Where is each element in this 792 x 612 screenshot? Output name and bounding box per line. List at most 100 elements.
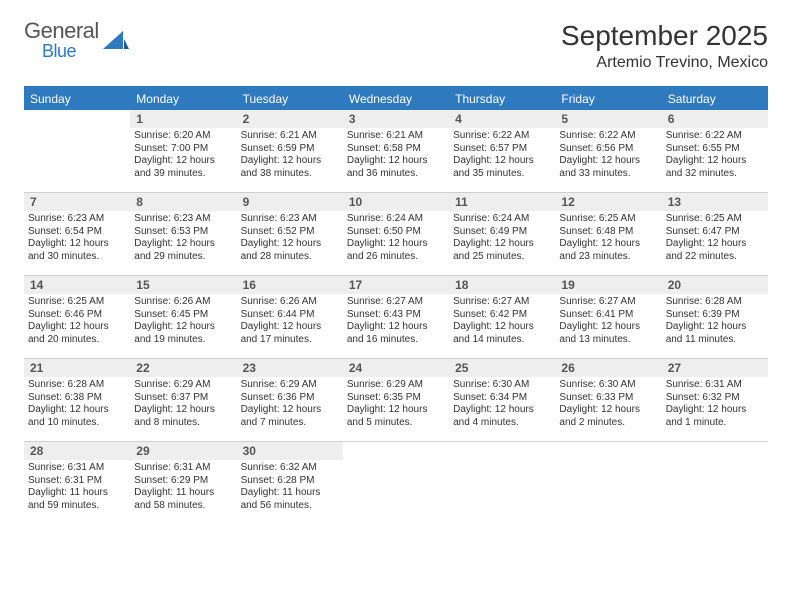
day-number: 28 (24, 442, 130, 460)
daylight-text: Daylight: 12 hours and 38 minutes. (241, 155, 339, 180)
daylight-text: Daylight: 12 hours and 11 minutes. (666, 321, 764, 346)
daylight-text: Daylight: 11 hours and 59 minutes. (28, 487, 126, 512)
dow-thursday: Thursday (449, 88, 555, 110)
daylight-text: Daylight: 12 hours and 16 minutes. (347, 321, 445, 346)
sunrise-text: Sunrise: 6:29 AM (241, 379, 339, 392)
calendar-week: 14Sunrise: 6:25 AMSunset: 6:46 PMDayligh… (24, 275, 768, 358)
daylight-text: Daylight: 12 hours and 23 minutes. (559, 238, 657, 263)
calendar-day: 20Sunrise: 6:28 AMSunset: 6:39 PMDayligh… (662, 276, 768, 358)
day-body: Sunrise: 6:27 AMSunset: 6:41 PMDaylight:… (555, 294, 661, 350)
daylight-text: Daylight: 12 hours and 4 minutes. (453, 404, 551, 429)
sunset-text: Sunset: 6:29 PM (134, 475, 232, 488)
dow-friday: Friday (555, 88, 661, 110)
sunset-text: Sunset: 6:59 PM (241, 143, 339, 156)
calendar-day: 1Sunrise: 6:20 AMSunset: 7:00 PMDaylight… (130, 110, 236, 192)
day-body: Sunrise: 6:23 AMSunset: 6:54 PMDaylight:… (24, 211, 130, 267)
calendar-day: . (555, 442, 661, 524)
sunset-text: Sunset: 6:55 PM (666, 143, 764, 156)
sunrise-text: Sunrise: 6:23 AM (28, 213, 126, 226)
sunrise-text: Sunrise: 6:29 AM (347, 379, 445, 392)
calendar-day: 17Sunrise: 6:27 AMSunset: 6:43 PMDayligh… (343, 276, 449, 358)
calendar-day: 15Sunrise: 6:26 AMSunset: 6:45 PMDayligh… (130, 276, 236, 358)
sunset-text: Sunset: 6:48 PM (559, 226, 657, 239)
sunset-text: Sunset: 6:36 PM (241, 392, 339, 405)
daylight-text: Daylight: 11 hours and 58 minutes. (134, 487, 232, 512)
sunrise-text: Sunrise: 6:24 AM (453, 213, 551, 226)
calendar-day: 13Sunrise: 6:25 AMSunset: 6:47 PMDayligh… (662, 193, 768, 275)
day-number: 23 (237, 359, 343, 377)
sunset-text: Sunset: 7:00 PM (134, 143, 232, 156)
day-number: 11 (449, 193, 555, 211)
calendar-week: .1Sunrise: 6:20 AMSunset: 7:00 PMDayligh… (24, 110, 768, 192)
day-number: 18 (449, 276, 555, 294)
day-number: 6 (662, 110, 768, 128)
day-body: Sunrise: 6:30 AMSunset: 6:34 PMDaylight:… (449, 377, 555, 433)
day-number: 5 (555, 110, 661, 128)
calendar-day: 4Sunrise: 6:22 AMSunset: 6:57 PMDaylight… (449, 110, 555, 192)
sunrise-text: Sunrise: 6:30 AM (559, 379, 657, 392)
day-body: Sunrise: 6:25 AMSunset: 6:48 PMDaylight:… (555, 211, 661, 267)
calendar-day: . (343, 442, 449, 524)
sunrise-text: Sunrise: 6:22 AM (666, 130, 764, 143)
sunset-text: Sunset: 6:32 PM (666, 392, 764, 405)
calendar-day: 8Sunrise: 6:23 AMSunset: 6:53 PMDaylight… (130, 193, 236, 275)
daylight-text: Daylight: 12 hours and 28 minutes. (241, 238, 339, 263)
day-number: 26 (555, 359, 661, 377)
daylight-text: Daylight: 12 hours and 39 minutes. (134, 155, 232, 180)
calendar-day: . (24, 110, 130, 192)
sunrise-text: Sunrise: 6:25 AM (666, 213, 764, 226)
day-body: Sunrise: 6:24 AMSunset: 6:50 PMDaylight:… (343, 211, 449, 267)
daylight-text: Daylight: 12 hours and 2 minutes. (559, 404, 657, 429)
day-number: 3 (343, 110, 449, 128)
day-body: Sunrise: 6:25 AMSunset: 6:47 PMDaylight:… (662, 211, 768, 267)
sunset-text: Sunset: 6:45 PM (134, 309, 232, 322)
calendar-day: . (662, 442, 768, 524)
calendar-day: 3Sunrise: 6:21 AMSunset: 6:58 PMDaylight… (343, 110, 449, 192)
daylight-text: Daylight: 12 hours and 19 minutes. (134, 321, 232, 346)
day-body: Sunrise: 6:28 AMSunset: 6:39 PMDaylight:… (662, 294, 768, 350)
calendar-day: 27Sunrise: 6:31 AMSunset: 6:32 PMDayligh… (662, 359, 768, 441)
day-number: 27 (662, 359, 768, 377)
daylight-text: Daylight: 12 hours and 17 minutes. (241, 321, 339, 346)
daylight-text: Daylight: 12 hours and 14 minutes. (453, 321, 551, 346)
day-number: 21 (24, 359, 130, 377)
day-body: Sunrise: 6:22 AMSunset: 6:56 PMDaylight:… (555, 128, 661, 184)
calendar-day: 30Sunrise: 6:32 AMSunset: 6:28 PMDayligh… (237, 442, 343, 524)
day-number: 22 (130, 359, 236, 377)
day-body: Sunrise: 6:20 AMSunset: 7:00 PMDaylight:… (130, 128, 236, 184)
sunset-text: Sunset: 6:28 PM (241, 475, 339, 488)
day-number: 29 (130, 442, 236, 460)
calendar-day: 11Sunrise: 6:24 AMSunset: 6:49 PMDayligh… (449, 193, 555, 275)
day-body: Sunrise: 6:27 AMSunset: 6:43 PMDaylight:… (343, 294, 449, 350)
calendar-day: 23Sunrise: 6:29 AMSunset: 6:36 PMDayligh… (237, 359, 343, 441)
day-number: 8 (130, 193, 236, 211)
sunrise-text: Sunrise: 6:23 AM (134, 213, 232, 226)
day-number: 9 (237, 193, 343, 211)
day-body: Sunrise: 6:31 AMSunset: 6:29 PMDaylight:… (130, 460, 236, 516)
calendar-week: 7Sunrise: 6:23 AMSunset: 6:54 PMDaylight… (24, 192, 768, 275)
day-number: 7 (24, 193, 130, 211)
calendar-day: 7Sunrise: 6:23 AMSunset: 6:54 PMDaylight… (24, 193, 130, 275)
calendar-day: 6Sunrise: 6:22 AMSunset: 6:55 PMDaylight… (662, 110, 768, 192)
sunrise-text: Sunrise: 6:21 AM (241, 130, 339, 143)
calendar-day: 19Sunrise: 6:27 AMSunset: 6:41 PMDayligh… (555, 276, 661, 358)
calendar-day: 25Sunrise: 6:30 AMSunset: 6:34 PMDayligh… (449, 359, 555, 441)
calendar-day: 2Sunrise: 6:21 AMSunset: 6:59 PMDaylight… (237, 110, 343, 192)
sunset-text: Sunset: 6:37 PM (134, 392, 232, 405)
sunset-text: Sunset: 6:42 PM (453, 309, 551, 322)
sunset-text: Sunset: 6:35 PM (347, 392, 445, 405)
day-number: 17 (343, 276, 449, 294)
daylight-text: Daylight: 12 hours and 8 minutes. (134, 404, 232, 429)
sunset-text: Sunset: 6:41 PM (559, 309, 657, 322)
day-body: Sunrise: 6:29 AMSunset: 6:37 PMDaylight:… (130, 377, 236, 433)
calendar-day: 28Sunrise: 6:31 AMSunset: 6:31 PMDayligh… (24, 442, 130, 524)
dow-monday: Monday (130, 88, 236, 110)
sunset-text: Sunset: 6:47 PM (666, 226, 764, 239)
sunrise-text: Sunrise: 6:27 AM (347, 296, 445, 309)
day-number: 13 (662, 193, 768, 211)
dow-tuesday: Tuesday (237, 88, 343, 110)
day-number: 24 (343, 359, 449, 377)
sunrise-text: Sunrise: 6:25 AM (559, 213, 657, 226)
daylight-text: Daylight: 12 hours and 20 minutes. (28, 321, 126, 346)
calendar-day: 22Sunrise: 6:29 AMSunset: 6:37 PMDayligh… (130, 359, 236, 441)
